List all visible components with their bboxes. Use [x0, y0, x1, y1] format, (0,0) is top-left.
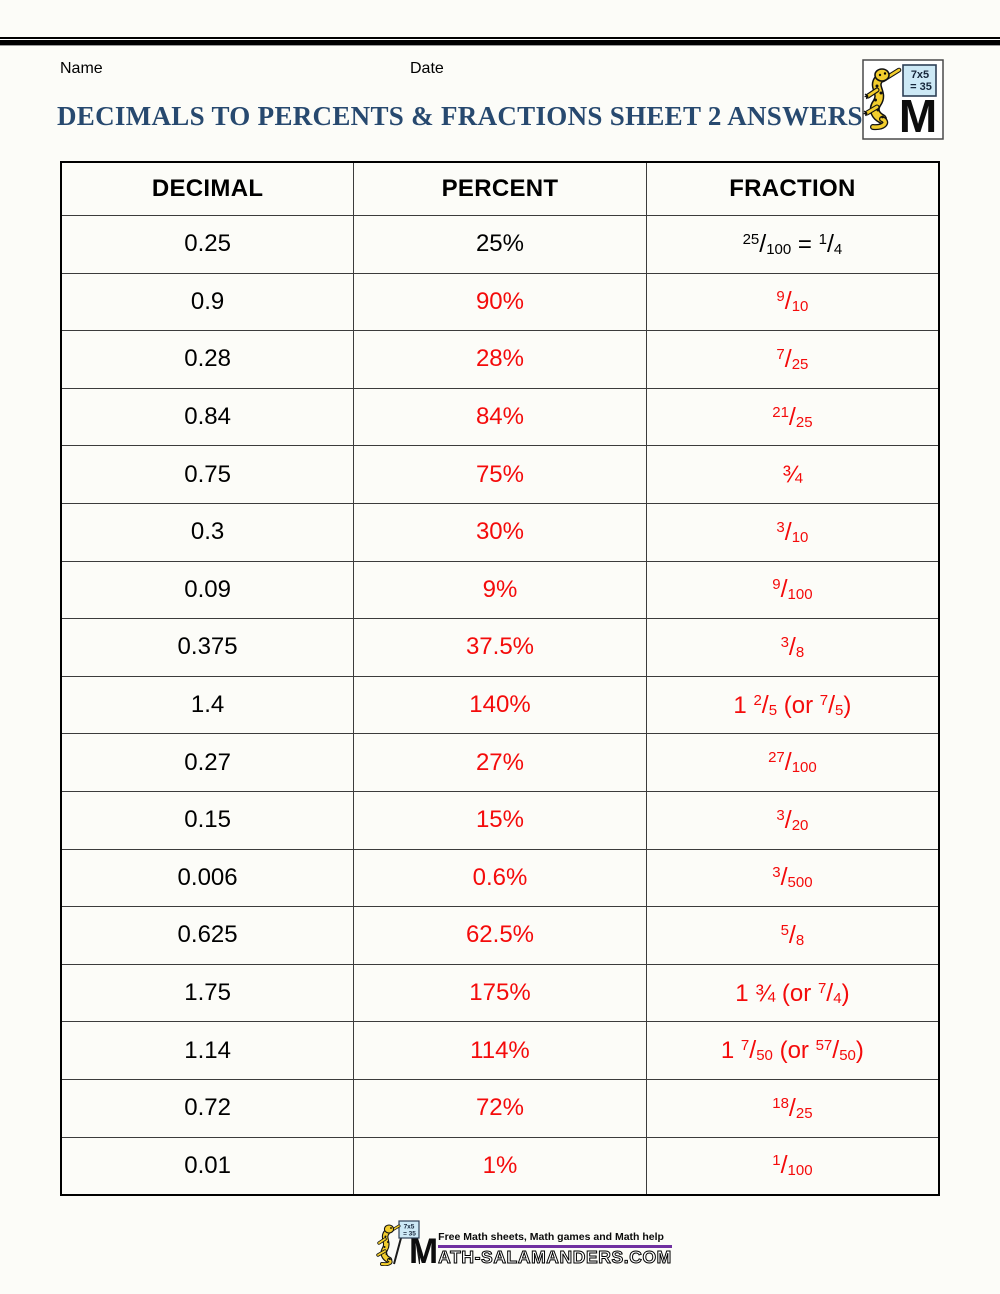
footer-salamander-logo-icon: 7x5 = 35: [376, 1220, 420, 1266]
percent-cell: 72%: [353, 1078, 647, 1138]
salamander-icon: [863, 67, 902, 131]
table-row: 0.84 84% 21/25: [60, 387, 940, 447]
percent-cell: 1%: [353, 1136, 647, 1196]
table-header-row: DECIMAL PERCENT FRACTION: [60, 161, 940, 216]
table-header: DECIMAL PERCENT FRACTION: [60, 161, 940, 216]
decimal-cell: 0.9: [60, 272, 355, 332]
percent-cell: 75%: [353, 445, 647, 504]
table-row: 0.006 0.6% 3/500: [60, 848, 940, 908]
footer-underline-rule: [438, 1244, 672, 1248]
footer-salamander-icon: [376, 1224, 401, 1266]
table-row: 1.4 140% 1 2/5 (or 7/5): [60, 675, 940, 735]
percent-cell: 25%: [353, 215, 647, 274]
decimal-cell: 1.75: [60, 963, 355, 1023]
table-row: 0.28 28% 7/25: [60, 330, 940, 389]
table-row: 0.625 62.5% 5/8: [60, 906, 940, 965]
decimal-cell: 0.01: [60, 1136, 355, 1196]
fraction-cell: 25/100 = 1/4: [645, 215, 940, 274]
decimal-cell: 0.72: [60, 1078, 355, 1138]
decimal-cell: 0.84: [60, 387, 355, 447]
footer-sign-line2: = 35: [403, 1231, 416, 1238]
logo-m-letter: M: [899, 90, 937, 140]
percent-cell: 114%: [353, 1021, 647, 1080]
decimal-cell: 1.14: [60, 1021, 355, 1080]
table-row: 0.15 15% 3/20: [60, 790, 940, 850]
decimal-cell: 0.006: [60, 848, 355, 908]
fraction-cell: 7/25: [645, 330, 940, 389]
decimal-cell: 0.09: [60, 560, 355, 620]
footer-sign-line1: 7x5: [404, 1224, 415, 1231]
fraction-cell: 3/20: [645, 790, 940, 850]
column-header-decimal: DECIMAL: [60, 161, 355, 216]
footer-text-block: Free Math sheets, Math games and Math he…: [438, 1231, 672, 1267]
decimal-cell: 1.4: [60, 675, 355, 735]
conversion-table: DECIMAL PERCENT FRACTION 0.25 25% 25/100 =…: [60, 161, 940, 1197]
decimal-cell: 0.27: [60, 733, 355, 792]
fraction-cell: 21/25: [645, 387, 940, 447]
footer-site-m-letter: M: [409, 1232, 438, 1272]
decimal-cell: 0.375: [60, 618, 355, 677]
column-header-fraction: FRACTION: [645, 161, 940, 216]
fraction-cell: 3/500: [645, 848, 940, 908]
table-row: 1.14 114% 1 7/50 (or 57/50): [60, 1021, 940, 1080]
page-title: DECIMALS TO PERCENTS & FRACTIONS SHEET 2…: [57, 101, 863, 131]
fraction-cell: 9/100: [645, 560, 940, 620]
percent-cell: 27%: [353, 733, 647, 792]
decimal-cell: 0.625: [60, 906, 355, 965]
percent-cell: 90%: [353, 272, 647, 332]
percent-cell: 84%: [353, 387, 647, 447]
column-header-percent: PERCENT: [353, 161, 647, 216]
decimal-cell: 0.75: [60, 445, 355, 504]
percent-cell: 62.5%: [353, 906, 647, 965]
name-field-label: Name: [60, 60, 103, 77]
fraction-cell: 5/8: [645, 906, 940, 965]
fraction-cell: 1 2/5 (or 7/5): [645, 675, 940, 735]
table-row: 0.75 75% ¾: [60, 445, 940, 504]
footer-brand: 7x5 = 35 M Free Math sheets, Math games …: [376, 1219, 672, 1272]
table-row: 0.3 30% 3/10: [60, 502, 940, 562]
table-row-example: 0.25 25% 25/100 = 1/4: [60, 215, 940, 274]
percent-cell: 140%: [353, 675, 647, 735]
fraction-cell: ¾: [645, 445, 940, 504]
percent-cell: 9%: [353, 560, 647, 620]
multiplication-sign-board: [902, 64, 937, 97]
fraction-cell: 27/100: [645, 733, 940, 792]
date-field-label: Date: [410, 60, 444, 77]
footer-site-name: ATH-SALAMANDERS.COM: [438, 1246, 672, 1267]
easel-legs: [393, 1237, 420, 1265]
table-row: 0.27 27% 27/100: [60, 733, 940, 792]
fraction-cell: 3/8: [645, 618, 940, 677]
fraction-cell: 1 7/50 (or 57/50): [645, 1021, 940, 1080]
decimal-cell: 0.28: [60, 330, 355, 389]
table-row: 0.09 9% 9/100: [60, 560, 940, 620]
fraction-cell: 9/10: [645, 272, 940, 332]
fraction-cell: 1/100: [645, 1136, 940, 1196]
fraction-cell: 3/10: [645, 502, 940, 562]
math-salamanders-corner-logo: 7x5 = 35 M: [862, 59, 944, 145]
decimal-cell: 0.3: [60, 502, 355, 562]
table-row: 0.9 90% 9/10: [60, 272, 940, 332]
percent-cell: 175%: [353, 963, 647, 1023]
footer-sign-board: [398, 1220, 420, 1239]
fraction-cell: 1 ¾ (or 7/4): [645, 963, 940, 1023]
sign-text-line1: 7x5: [911, 69, 929, 81]
footer-tagline: Free Math sheets, Math games and Math he…: [438, 1230, 664, 1243]
percent-cell: 15%: [353, 790, 647, 850]
fraction-cell: 18/25: [645, 1078, 940, 1138]
percent-cell: 30%: [353, 502, 647, 562]
percent-cell: 0.6%: [353, 848, 647, 908]
salamander-logo-icon: 7x5 = 35 M: [862, 59, 944, 142]
table-row: 1.75 175% 1 ¾ (or 7/4): [60, 963, 940, 1023]
percent-cell: 28%: [353, 330, 647, 389]
decimal-cell: 0.15: [60, 790, 355, 850]
decimal-cell: 0.25: [60, 215, 355, 274]
sign-text-line2: = 35: [910, 81, 932, 93]
table-row: 0.72 72% 18/25: [60, 1078, 940, 1138]
top-divider-rule: [0, 37, 1000, 46]
table-row: 0.375 37.5% 3/8: [60, 618, 940, 677]
percent-cell: 37.5%: [353, 618, 647, 677]
table-body: 0.25 25% 25/100 = 1/4 0.9 90% 9/10 0.28 28% 7/25…: [60, 215, 940, 1196]
table-row: 0.01 1% 1/100: [60, 1136, 940, 1196]
